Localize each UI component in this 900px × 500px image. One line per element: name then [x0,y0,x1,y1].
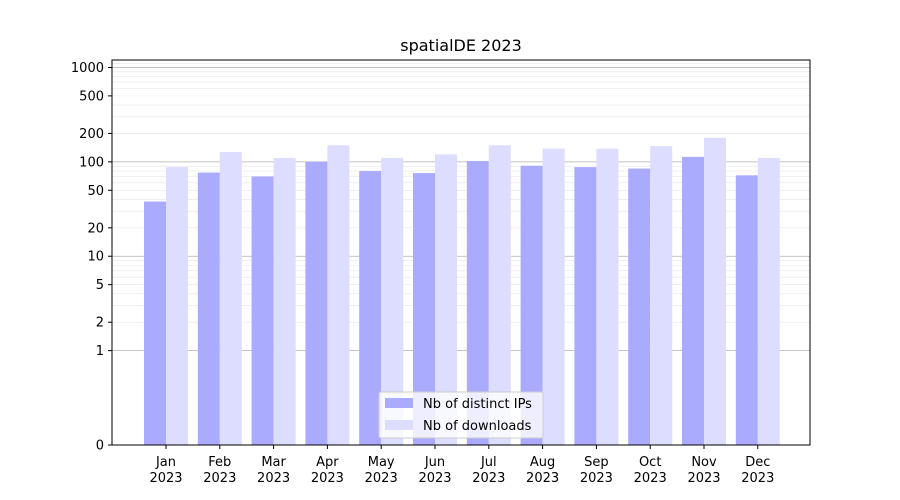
bar-downloads [327,145,350,445]
chart-title: spatialDE 2023 [400,36,522,55]
bar-distinct-ips [251,176,274,445]
y-tick-label: 0 [96,439,104,454]
bar-downloads [650,146,673,446]
bar-distinct-ips [305,161,328,445]
bars [144,137,780,446]
legend-label-downloads: Nb of downloads [423,419,532,434]
bar-distinct-ips [144,201,166,445]
legend-label-distinct-ips: Nb of distinct IPs [423,397,532,412]
x-tick-label: Aug [530,455,555,470]
legend-swatch-downloads [385,420,413,430]
x-tick-label: 2023 [741,471,774,486]
bar-downloads [166,167,188,445]
bar-distinct-ips [359,171,382,446]
x-tick-label: 2023 [311,471,344,486]
x-tick-label: Oct [639,455,661,470]
bar-distinct-ips [735,175,758,446]
x-tick-label: 2023 [418,471,451,486]
bar-downloads [381,157,404,445]
x-tick-label: Sep [584,455,609,470]
bar-downloads [219,152,242,445]
bar-downloads [488,145,511,445]
x-tick-label: 2023 [149,471,182,486]
x-axis: Jan2023Feb2023Mar2023Apr2023May2023Jun20… [149,445,774,486]
x-tick-label: 2023 [472,471,505,486]
x-tick-label: 2023 [203,471,236,486]
y-axis: 0 1 2 5 10 20 50 100 200 500 1000 [71,61,112,454]
bar-downloads [542,148,565,445]
legend: Nb of distinct IPs Nb of downloads [378,391,544,439]
bar-distinct-ips [413,173,435,446]
x-tick-label: 2023 [687,471,720,486]
x-tick-label: May [368,455,395,470]
y-tick-label: 200 [79,127,104,142]
y-tick-label: 5 [96,278,104,293]
bar-distinct-ips [466,161,489,445]
bar-downloads [273,157,296,445]
bar-downloads [596,148,619,445]
x-tick-label: Dec [745,455,770,470]
x-tick-label: Jan [155,455,176,470]
y-tick-label: 50 [87,184,104,199]
y-tick-label: 10 [87,250,104,265]
legend-frame [378,391,544,439]
x-tick-label: 2023 [365,471,398,486]
bar-distinct-ips [628,168,651,445]
x-tick-label: Feb [208,455,231,470]
bar-distinct-ips [520,165,543,445]
bar-distinct-ips [682,156,704,445]
y-tick-label: 1000 [71,61,104,76]
bar-downloads [435,154,457,445]
y-tick-label: 500 [79,89,104,104]
x-tick-label: 2023 [580,471,613,486]
bar-distinct-ips [197,172,220,445]
x-tick-label: Jul [480,455,497,470]
y-tick-label: 1 [96,344,104,359]
plot-frame [111,59,811,446]
x-tick-label: 2023 [634,471,667,486]
legend-swatch-distinct-ips [385,398,413,408]
y-tick-label: 100 [79,155,104,170]
x-tick-label: 2023 [526,471,559,486]
bar-downloads [757,157,780,445]
x-tick-label: Mar [261,455,286,470]
y-tick-label: 2 [96,316,104,331]
y-tick-label: 20 [87,221,104,236]
x-tick-label: Apr [316,455,339,470]
bar-distinct-ips [574,167,597,445]
x-tick-label: Jun [424,455,445,470]
x-tick-label: Nov [691,455,717,470]
bar-downloads [704,137,726,445]
x-tick-label: 2023 [257,471,290,486]
